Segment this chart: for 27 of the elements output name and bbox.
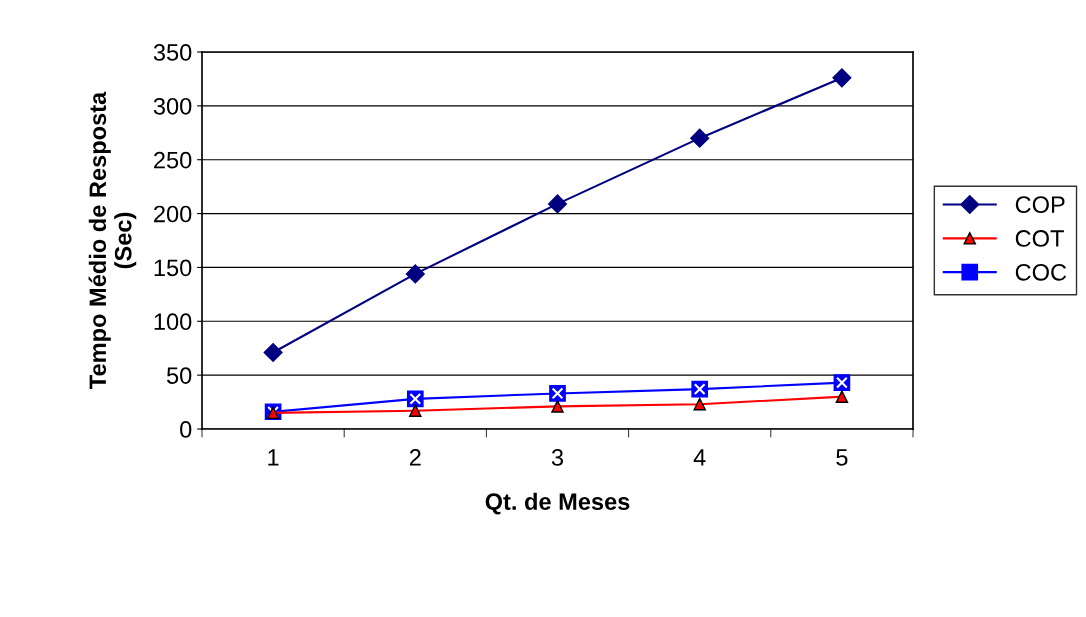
- point: [551, 400, 564, 413]
- point: [547, 194, 568, 214]
- point: [263, 342, 283, 363]
- y-tick-label: 300: [153, 97, 192, 115]
- y-tick-label: 150: [154, 259, 192, 277]
- y-tick-label: 0: [180, 421, 192, 438]
- legend-label: COC: [1015, 263, 1067, 281]
- point: [405, 264, 425, 284]
- point: [690, 128, 710, 148]
- legend-label: COT: [1015, 230, 1064, 247]
- x-tick-label: 4: [693, 449, 706, 466]
- y-tick-label: 200: [154, 205, 192, 223]
- x-axis-title: Qt. de Meses: [485, 492, 630, 515]
- x-tick-label: 2: [409, 449, 421, 466]
- x-tick-label: 3: [551, 449, 564, 466]
- point: [832, 68, 852, 88]
- legend-label: COP: [1015, 196, 1065, 214]
- point: [835, 390, 849, 403]
- point: [693, 397, 706, 411]
- y-tick-label: 50: [166, 367, 192, 384]
- x-tick-label: 5: [836, 449, 848, 466]
- y-tick-label: 250: [154, 151, 192, 169]
- y-axis-title: Tempo Médio de Resposta (Sec): [88, 91, 137, 389]
- y-tick-label: 350: [153, 44, 192, 61]
- x-tick-label: 1: [268, 449, 279, 466]
- y-tick-label: 100: [154, 313, 192, 331]
- point: [409, 404, 422, 417]
